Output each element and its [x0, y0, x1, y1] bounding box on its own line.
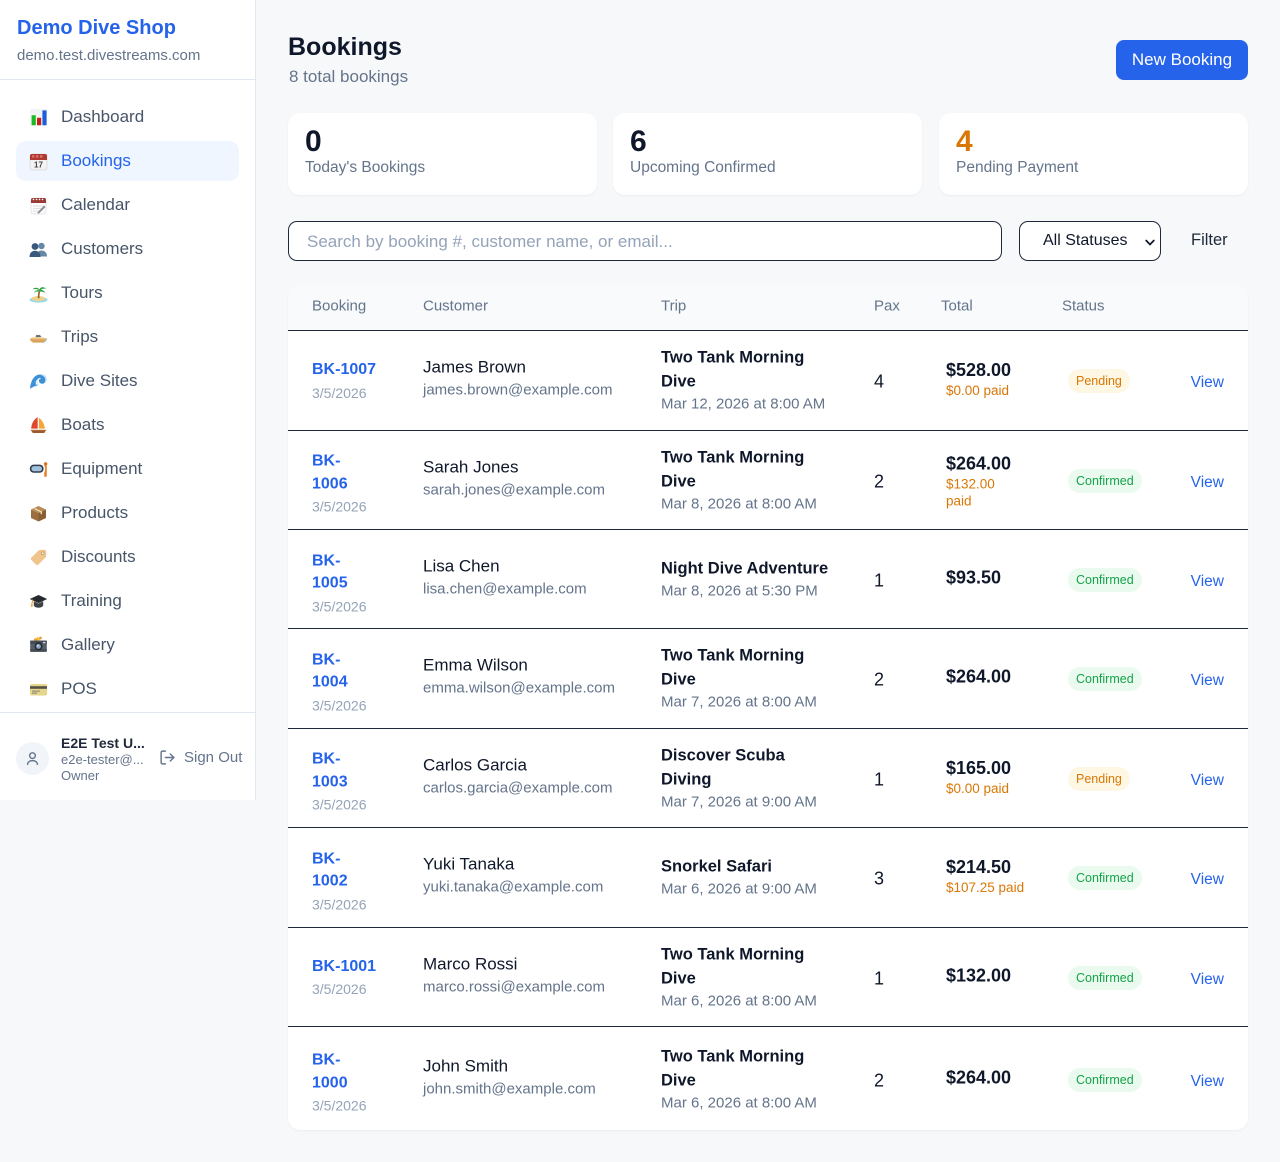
svg-text:17: 17 [34, 160, 43, 169]
